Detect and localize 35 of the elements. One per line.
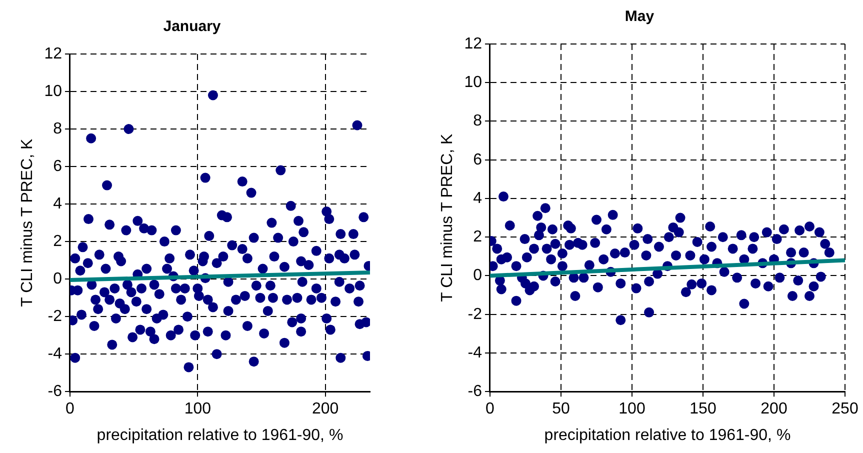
x-tick-label: 100 — [618, 400, 646, 418]
y-tick-label: -6 — [48, 383, 62, 400]
x-tick-label: 200 — [312, 400, 339, 418]
y-tick-label: -2 — [48, 308, 62, 325]
x-tick-label: 150 — [690, 400, 716, 418]
y-tick-label: 10 — [44, 82, 62, 100]
y-tick-label: -4 — [48, 345, 62, 362]
y-tick-label: -6 — [468, 383, 482, 400]
x-tick-label: 250 — [832, 400, 858, 418]
y-tick-label: 2 — [473, 228, 482, 246]
y-tick-label: 10 — [464, 74, 482, 92]
x-tick-label: 50 — [552, 400, 570, 418]
y-tick-label: 8 — [473, 112, 482, 130]
y-axis-title: T CLI minus T PREC, K — [19, 138, 36, 307]
y-tick-label: 12 — [464, 35, 482, 52]
x-tick-label: 0 — [66, 400, 75, 418]
y-tick-label: 8 — [53, 120, 62, 138]
y-tick-label: 4 — [53, 195, 62, 212]
y-tick-label: 2 — [53, 232, 62, 250]
y-axis-title: T CLI minus T PREC, K — [439, 133, 456, 302]
y-tick-label: -4 — [468, 344, 482, 362]
y-tick-label: 6 — [473, 151, 482, 168]
x-axis-title: precipitation relative to 1961-90, % — [544, 426, 791, 444]
x-tick-label: 200 — [760, 400, 788, 418]
y-tick-label: 0 — [473, 267, 482, 284]
x-tick-label: 0 — [486, 400, 495, 418]
y-tick-label: 6 — [53, 158, 62, 175]
chart-title: May — [624, 8, 655, 26]
y-tick-label: 12 — [44, 45, 62, 62]
y-tick-label: 0 — [53, 270, 62, 288]
x-axis-title: precipitation relative to 1961-90, % — [96, 426, 344, 444]
chart-title: January — [163, 18, 222, 36]
y-tick-label: -2 — [468, 306, 482, 323]
x-tick-label: 100 — [184, 400, 212, 418]
y-tick-label: 4 — [473, 190, 482, 207]
